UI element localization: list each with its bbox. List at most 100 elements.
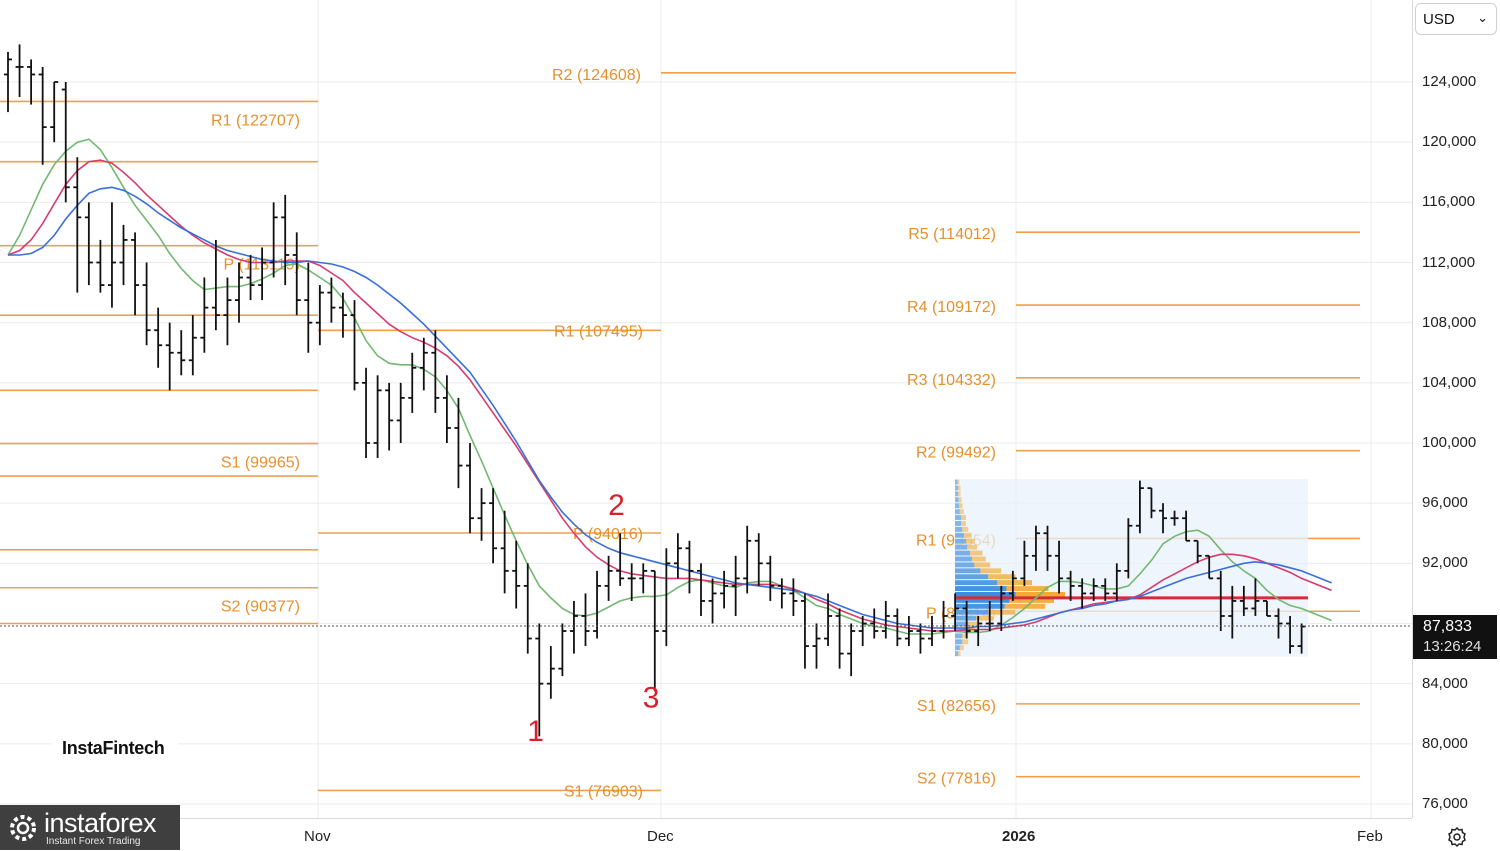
- ohlc-bar: [535, 623, 544, 737]
- price-axis-label: 116,000: [1422, 193, 1476, 211]
- price-scale[interactable]: [1412, 0, 1500, 818]
- ohlc-bar: [962, 600, 971, 639]
- volume-profile-bar: [1009, 597, 1054, 603]
- ohlc-bar: [269, 202, 278, 278]
- pivot-label: R5 (114012): [908, 226, 996, 243]
- volume-profile-bar: [955, 562, 975, 568]
- instaforex-emblem-icon: [10, 815, 36, 841]
- volume-profile-bar: [967, 544, 977, 550]
- ohlc-bar: [997, 585, 1006, 632]
- ohlc-bar: [916, 623, 925, 654]
- ohlc-bar: [1112, 563, 1121, 601]
- ohlc-bar: [4, 51, 12, 113]
- ohlc-bar: [442, 375, 451, 443]
- pivot-label: S1 (82656): [917, 698, 996, 715]
- volume-profile-bar: [955, 479, 958, 485]
- ohlc-bar: [546, 646, 555, 699]
- pivot-label: R2 (124608): [552, 67, 641, 84]
- price-axis-label: 92,000: [1422, 554, 1468, 572]
- volume-profile-bar: [971, 556, 986, 562]
- volume-profile-bar: [955, 633, 963, 639]
- ohlc-bar: [1089, 578, 1098, 601]
- currency-value: USD: [1423, 11, 1455, 28]
- ohlc-bar: [812, 623, 821, 669]
- last-price-badge: 87,833 13:26:24: [1413, 615, 1497, 659]
- volume-profile-bar: [955, 586, 1007, 592]
- ohlc-bar: [627, 563, 636, 601]
- volume-profile-bar: [965, 538, 975, 544]
- volume-profile-bar: [970, 550, 983, 556]
- volume-profile-bar: [955, 603, 1005, 609]
- ohlc-bar: [408, 352, 417, 413]
- ohlc-bar: [870, 608, 879, 639]
- price-chart[interactable]: R1 (122707)P (113119)S1 (99965)S2 (90377…: [0, 0, 1412, 818]
- volume-profile-bar: [955, 544, 968, 550]
- pivot-label: S2 (90377): [221, 599, 300, 616]
- volume-profile-bar: [962, 526, 969, 532]
- pivot-label: R2 (99492): [916, 445, 996, 462]
- price-axis-label: 112,000: [1422, 253, 1476, 271]
- ohlc-bar: [523, 563, 532, 654]
- ohlc-bar: [893, 608, 902, 647]
- ohlc-bar: [1043, 525, 1052, 571]
- ohlc-bar: [858, 615, 867, 647]
- wave-label: 2: [608, 489, 625, 522]
- ohlc-bar: [1193, 539, 1202, 564]
- ohlc-bar: [154, 307, 163, 368]
- ohlc-bar: [177, 330, 186, 376]
- pivot-label: S1 (99965): [221, 455, 300, 472]
- ohlc-bar: [789, 578, 798, 616]
- ohlc-bar: [466, 443, 474, 534]
- ohlc-bar: [419, 337, 428, 391]
- ohlc-bar: [373, 375, 382, 459]
- ohlc-bar: [200, 277, 209, 353]
- ohlc-bar: [142, 262, 151, 346]
- volume-profile-bar: [955, 550, 971, 556]
- volume-profile-bar: [955, 639, 963, 645]
- pivot-label: P (94016): [573, 526, 643, 543]
- volume-profile-bar: [980, 568, 1002, 574]
- volume-profile-bar: [955, 515, 962, 521]
- volume-profile-bar: [959, 503, 963, 509]
- moving-average-line: [7, 159, 1332, 632]
- ohlc-bar: [1020, 540, 1029, 586]
- pivot-label: R1 (122707): [211, 112, 300, 129]
- ohlc-bar: [258, 247, 267, 301]
- ohlc-bar: [928, 615, 936, 647]
- volume-profile-bar: [961, 515, 966, 521]
- time-axis-label: Feb: [1357, 828, 1383, 845]
- volume-profile-bar: [964, 532, 972, 538]
- volume-profile-bar: [1004, 603, 1046, 609]
- ohlc-bar: [107, 202, 116, 308]
- time-scale[interactable]: [0, 818, 1412, 851]
- ohlc-bar: [119, 224, 128, 286]
- ohlc-bar: [1078, 578, 1087, 609]
- ohlc-bar: [1170, 510, 1179, 526]
- ohlc-bar: [1274, 608, 1283, 639]
- volume-profile-bar: [955, 645, 960, 651]
- ohlc-bar: [616, 533, 625, 586]
- ohlc-bar: [1251, 578, 1260, 616]
- instafintech-text: InstaFintech: [62, 738, 165, 758]
- ohlc-bar: [454, 397, 463, 489]
- ohlc-bar: [1216, 570, 1225, 632]
- volume-profile-bar: [955, 621, 969, 627]
- ohlc-bar: [1124, 518, 1133, 579]
- instaforex-tagline: Instant Forex Trading: [46, 836, 141, 847]
- wave-label: 3: [643, 682, 660, 715]
- volume-profile-bar: [955, 592, 1016, 597]
- ohlc-bar: [1147, 487, 1156, 519]
- ohlc-bar: [246, 254, 255, 301]
- ohlc-bar: [500, 510, 509, 594]
- price-axis-label: 100,000: [1422, 434, 1477, 451]
- volume-profile-bar: [968, 621, 980, 627]
- ohlc-bar: [477, 488, 486, 541]
- volume-profile-bar: [955, 580, 998, 586]
- pivot-label: R1 (107495): [554, 323, 643, 340]
- currency-select[interactable]: USD ⌄: [1415, 3, 1497, 35]
- ohlc-bar: [766, 555, 775, 601]
- settings-icon[interactable]: [1446, 826, 1468, 848]
- volume-profile-bar: [1006, 586, 1049, 592]
- volume-profile-bar: [957, 479, 960, 485]
- ohlc-bar: [951, 593, 960, 632]
